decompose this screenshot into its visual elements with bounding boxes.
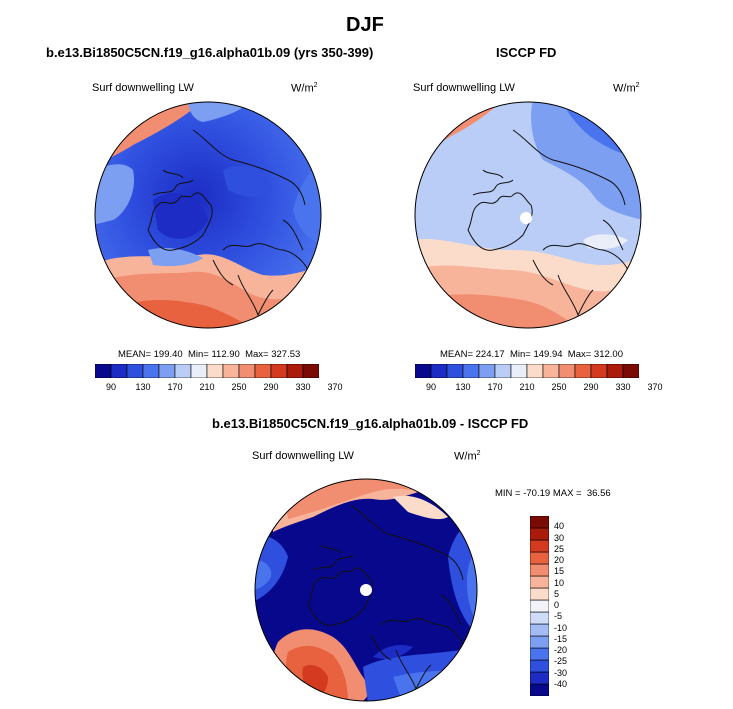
right-colorbar	[414, 363, 640, 379]
colorbar-swatch	[622, 363, 640, 379]
colorbar-tick-label: 90	[425, 382, 437, 392]
colorbar-swatch	[158, 363, 176, 379]
colorbar-swatch	[526, 363, 544, 379]
right-variable-label: Surf downwelling LW	[413, 82, 515, 94]
colorbar-tick-label: 290	[583, 382, 599, 392]
colorbar-swatch	[529, 551, 550, 565]
diff-stats-label: MIN = -70.19 MAX = 36.56	[495, 488, 611, 499]
colorbar-swatch	[270, 363, 288, 379]
colorbar-swatch	[529, 611, 550, 625]
colorbar-swatch	[529, 683, 550, 697]
colorbar-tick-label: -30	[554, 667, 568, 678]
pole-hole-marker	[520, 212, 532, 224]
colorbar-tick-label: 330	[615, 382, 631, 392]
colorbar-tick-label: 130	[455, 382, 471, 392]
colorbar-swatch	[529, 527, 550, 541]
colorbar-swatch	[529, 671, 550, 685]
colorbar-tick-label: 250	[551, 382, 567, 392]
right-units-label: W/m2	[613, 82, 640, 95]
colorbar-swatch	[254, 363, 272, 379]
diff-units-label: W/m2	[454, 450, 481, 463]
colorbar-tick-label: 370	[327, 382, 343, 392]
colorbar-swatch	[142, 363, 160, 379]
colorbar-swatch	[590, 363, 608, 379]
colorbar-swatch	[222, 363, 240, 379]
colorbar-swatch	[414, 363, 432, 379]
colorbar-tick-label: -5	[554, 611, 563, 622]
diff-colorbar	[529, 515, 550, 697]
left-colorbar-labels: 90 130 170 210 250 290 330 370	[95, 382, 343, 394]
colorbar-swatch	[510, 363, 528, 379]
figure-title: DJF	[346, 14, 384, 36]
colorbar-swatch	[126, 363, 144, 379]
left-units-label: W/m2	[291, 82, 318, 95]
colorbar-tick-label: 20	[554, 555, 565, 565]
colorbar-swatch	[529, 599, 550, 613]
colorbar-tick-label: 290	[263, 382, 279, 392]
diff-polar-map	[254, 478, 478, 702]
colorbar-swatch	[606, 363, 624, 379]
colorbar-swatch	[238, 363, 256, 379]
right-colorbar-labels: 90 130 170 210 250 290 330 370	[415, 382, 663, 394]
left-colorbar	[94, 363, 320, 379]
colorbar-swatch	[529, 563, 550, 577]
colorbar-tick-label: 30	[554, 532, 565, 543]
colorbar-swatch	[529, 623, 550, 637]
colorbar-tick-label: 370	[647, 382, 663, 392]
colorbar-swatch	[286, 363, 304, 379]
colorbar-tick-label: 90	[105, 382, 117, 392]
colorbar-tick-label: -40	[554, 678, 568, 689]
colorbar-swatch	[302, 363, 320, 379]
right-stats-label: MEAN= 224.17 Min= 149.94 Max= 312.00	[440, 349, 623, 360]
colorbar-tick-label: 10	[554, 577, 565, 588]
colorbar-tick-label: -20	[554, 645, 568, 655]
colorbar-swatch	[174, 363, 192, 379]
left-panel-title: b.e13.Bi1850C5CN.f19_g16.alpha01b.09 (yr…	[46, 45, 374, 60]
colorbar-swatch	[190, 363, 208, 379]
colorbar-swatch	[478, 363, 496, 379]
colorbar-swatch	[529, 635, 550, 649]
diff-pole-hole-marker	[360, 584, 372, 596]
colorbar-swatch	[462, 363, 480, 379]
colorbar-tick-label: 40	[554, 521, 565, 532]
colorbar-swatch	[206, 363, 224, 379]
right-panel-title: ISCCP FD	[496, 45, 557, 60]
colorbar-swatch	[529, 539, 550, 553]
colorbar-tick-label: -15	[554, 633, 568, 644]
left-variable-label: Surf downwelling LW	[92, 82, 194, 94]
colorbar-tick-label: -25	[554, 656, 568, 667]
colorbar-swatch	[430, 363, 448, 379]
colorbar-swatch	[529, 659, 550, 673]
colorbar-tick-label: 170	[167, 382, 183, 392]
left-polar-map	[94, 101, 322, 329]
colorbar-swatch	[574, 363, 592, 379]
diff-panel-title: b.e13.Bi1850C5CN.f19_g16.alpha01b.09 - I…	[212, 416, 529, 431]
colorbar-swatch	[529, 575, 550, 589]
colorbar-swatch	[110, 363, 128, 379]
diff-colorbar-labels: -40 -30 -25 -20 -15 -10 -5 0 5 10 15 20 25 30 40	[554, 516, 594, 696]
colorbar-swatch	[529, 587, 550, 601]
colorbar-swatch	[446, 363, 464, 379]
colorbar-tick-label: 170	[487, 382, 503, 392]
colorbar-tick-label: 130	[135, 382, 151, 392]
colorbar-swatch	[558, 363, 576, 379]
colorbar-tick-label: 250	[231, 382, 247, 392]
colorbar-swatch	[529, 515, 550, 529]
left-stats-label: MEAN= 199.40 Min= 112.90 Max= 327.53	[118, 349, 301, 360]
colorbar-tick-label: 0	[554, 600, 560, 610]
colorbar-tick-label: 330	[295, 382, 311, 392]
colorbar-swatch	[542, 363, 560, 379]
colorbar-tick-label: 15	[554, 566, 565, 577]
colorbar-swatch	[94, 363, 112, 379]
colorbar-swatch	[529, 647, 550, 661]
colorbar-tick-label: 25	[554, 543, 565, 554]
colorbar-swatch	[494, 363, 512, 379]
colorbar-tick-label: 210	[519, 382, 535, 392]
colorbar-tick-label: -10	[554, 622, 568, 633]
colorbar-tick-label: 210	[199, 382, 215, 392]
diff-variable-label: Surf downwelling LW	[252, 450, 354, 462]
right-polar-map	[414, 101, 642, 329]
colorbar-tick-label: 5	[554, 588, 560, 599]
